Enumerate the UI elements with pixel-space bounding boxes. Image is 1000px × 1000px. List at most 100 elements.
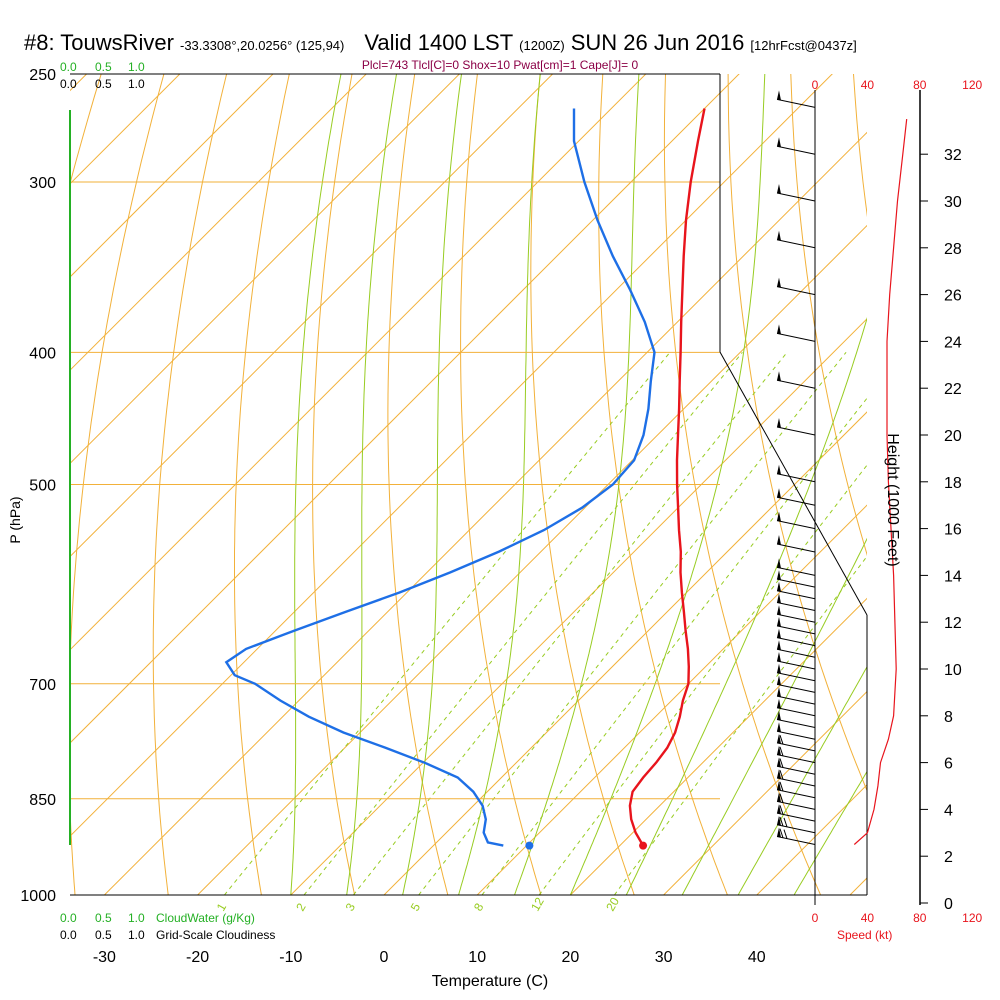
cloudiness-tick-2-bottom: 1.0 — [128, 928, 145, 942]
speed-tick-bottom: 120 — [962, 911, 982, 925]
cloud-tick-0-bottom: 0.0 — [60, 911, 77, 925]
barb-staff — [776, 812, 816, 822]
surface-dewpoint-dot — [525, 841, 534, 850]
height-tick-label: 24 — [944, 334, 962, 351]
isotherm-line — [290, 318, 867, 895]
barb-pennant — [777, 535, 781, 545]
wind-barb — [776, 733, 816, 752]
wind-barb — [776, 371, 816, 389]
height-tick-label: 8 — [944, 709, 953, 726]
isotherm-line — [103, 131, 867, 895]
barb-staff — [776, 543, 816, 553]
temperature-tick-label: 30 — [655, 949, 673, 966]
barb-flag — [779, 805, 784, 815]
cloudiness-tick-0-bottom: 0.0 — [60, 928, 77, 942]
chart-title: #8: TouwsRiver -33.3308°,20.0256° (125,94… — [24, 30, 863, 56]
barb-pennant — [777, 488, 781, 499]
barb-pennant — [777, 827, 781, 838]
barb-flag — [783, 817, 788, 828]
pressure-tick-label: 250 — [29, 67, 56, 84]
barb-flag — [779, 828, 784, 838]
barb-pennant — [777, 640, 781, 651]
cloud-water-scale-top: 0.0 0.5 1.0 0.0 0.5 1.0 — [60, 60, 145, 91]
barb-pennant — [777, 733, 781, 744]
moist-adiabat-line — [514, 74, 640, 895]
mixing-ratio-label: 2 — [293, 900, 309, 913]
speed-profile — [853, 119, 908, 845]
barb-pennant — [777, 710, 781, 721]
height-tick-label: 4 — [944, 802, 953, 819]
barb-staff — [776, 98, 816, 108]
barb-staff — [776, 496, 816, 506]
speed-tick-top: 80 — [913, 78, 927, 92]
barb-staff — [776, 824, 816, 834]
barb-pennant — [777, 628, 781, 639]
plot-diagonal-edge — [719, 351, 868, 616]
barb-pennant — [777, 511, 781, 522]
temperature-tick-label: 0 — [380, 949, 389, 966]
barb-staff — [776, 707, 816, 717]
barb-pennant — [777, 593, 781, 604]
temperature-tick-label: -20 — [186, 949, 209, 966]
sounding-parameters: Plcl=743 Tlcl[C]=0 Shox=10 Pwat[cm]=1 Ca… — [361, 58, 639, 72]
height-tick-label: 14 — [944, 568, 962, 585]
wind-barbs — [776, 90, 816, 845]
wind-barb — [776, 90, 816, 108]
barb-staff — [776, 754, 816, 764]
wind-barb — [776, 628, 816, 647]
barb-staff — [776, 286, 816, 296]
mixing-ratio-label: 3 — [343, 900, 359, 913]
height-tick-label: 6 — [944, 756, 953, 773]
barb-staff — [776, 520, 816, 530]
barb-pennant — [777, 418, 781, 428]
dry-adiabat-line — [387, 74, 449, 895]
pressure-tick-label: 400 — [29, 345, 56, 362]
speed-tick-bottom: 80 — [913, 911, 927, 925]
isotherm-line — [569, 597, 867, 895]
mixing-ratio-label: 5 — [408, 900, 424, 913]
wind-barb — [776, 570, 816, 588]
wind-barb — [776, 616, 816, 635]
barb-flag — [779, 746, 784, 757]
wind-barb — [776, 780, 816, 799]
height-tick-label: 2 — [944, 849, 953, 866]
wind-barb — [776, 710, 816, 728]
wind-barb — [776, 230, 816, 249]
barb-flag — [779, 735, 784, 745]
forecast-info: [12hrFcst@0437z] — [750, 38, 857, 53]
station-coords: -33.3308°,20.0256° (125,94) — [180, 38, 345, 53]
valid-time: Valid 1400 LST — [364, 30, 514, 55]
barb-staff — [776, 379, 816, 389]
moist-adiabat-line — [681, 537, 867, 895]
moist-adiabat-line — [569, 74, 766, 895]
wind-barb — [776, 745, 816, 764]
isotherm-line — [383, 411, 867, 895]
barb-staff — [776, 613, 816, 623]
isotherm-line — [70, 74, 740, 744]
temperature-tick-label: 40 — [748, 949, 766, 966]
barb-pennant — [777, 769, 781, 779]
mixing-ratio-line — [481, 397, 867, 895]
wind-barb — [776, 324, 816, 342]
barb-pennant — [777, 745, 781, 756]
dry-adiabat-line — [460, 74, 542, 895]
wind-barb — [776, 675, 816, 693]
dry-adiabat-line — [598, 74, 728, 895]
barb-pennant — [777, 815, 781, 826]
moist-adiabat-line — [346, 74, 398, 895]
wind-barb — [776, 277, 816, 296]
isotherm-line — [70, 74, 367, 371]
dry-adiabat-line — [530, 74, 635, 895]
temperature-tick-label: 10 — [468, 949, 486, 966]
moist-adiabat-line — [625, 316, 867, 895]
isotherm-line — [70, 74, 461, 465]
barb-staff — [776, 789, 816, 799]
wind-barb — [776, 687, 816, 705]
mixing-ratio-line — [224, 351, 671, 895]
mixing-ratio-line — [353, 351, 788, 895]
cloudiness-label: Grid-Scale Cloudiness — [156, 928, 275, 942]
barb-staff — [776, 192, 816, 202]
barb-pennant — [777, 780, 781, 791]
